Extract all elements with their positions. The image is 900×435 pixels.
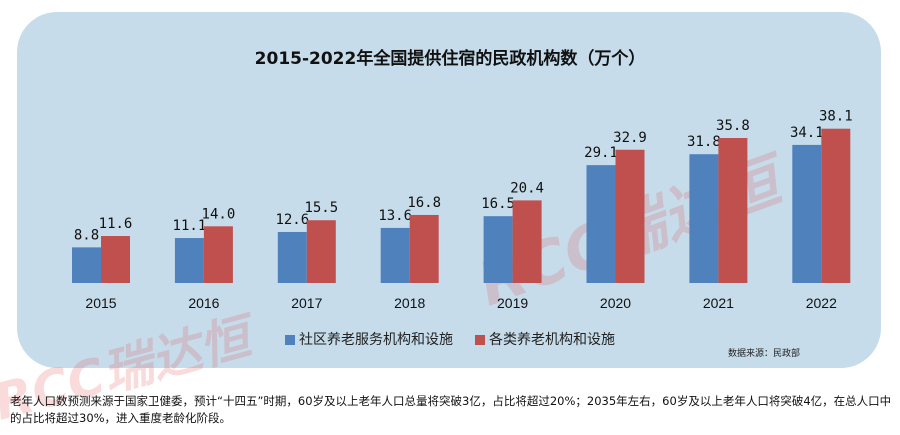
x-tick-label: 2021 <box>703 295 734 311</box>
bar-2017-0 <box>277 231 307 283</box>
chart-title: 2015-2022年全国提供住宿的民政机构数（万个） <box>254 49 646 69</box>
data-label: 38.1 <box>819 109 853 125</box>
bar-2020-0 <box>586 165 616 283</box>
bar-2016-0 <box>174 238 204 283</box>
bar-2019-1 <box>512 200 542 283</box>
legend-label: 社区养老服务机构和设施 <box>299 332 453 348</box>
bar-2015-0 <box>72 247 101 283</box>
data-label: 14.0 <box>202 206 236 222</box>
data-label: 8.8 <box>74 227 99 243</box>
legend-item-0: 社区养老服务机构和设施 <box>285 329 453 349</box>
footnote: 老年人口数预测来源于国家卫健委，预计“十四五”时期，60岁及以上老年人口总量将突… <box>10 394 892 425</box>
bar-2019-0 <box>483 216 513 283</box>
source-label: 数据来源：民政部 <box>728 349 801 359</box>
legend: 社区养老服务机构和设施 各类养老机构和设施 <box>0 329 900 349</box>
bar-2018-0 <box>380 227 410 283</box>
legend-swatch <box>285 335 295 345</box>
bar-2022-1 <box>821 128 851 283</box>
x-tick-label: 2015 <box>85 295 116 311</box>
bar-2022-0 <box>792 144 822 283</box>
data-label: 16.5 <box>481 196 515 212</box>
bar-2016-1 <box>203 226 233 283</box>
bar-2021-1 <box>718 138 748 283</box>
legend-swatch <box>475 335 485 345</box>
x-tick-label: 2022 <box>806 295 837 311</box>
data-label: 31.8 <box>687 134 721 150</box>
data-label: 32.9 <box>613 130 647 146</box>
data-label: 13.6 <box>378 208 412 224</box>
data-label: 29.1 <box>584 145 618 161</box>
bar-2017-1 <box>306 220 336 283</box>
data-label: 15.5 <box>304 200 338 216</box>
data-label: 34.1 <box>790 125 824 141</box>
data-label: 16.8 <box>407 195 441 211</box>
x-tick-label: 2018 <box>394 295 425 311</box>
bar-2020-1 <box>615 149 645 283</box>
data-label: 20.4 <box>510 180 544 196</box>
bar-2021-0 <box>689 154 719 283</box>
x-tick-label: 2016 <box>188 295 219 311</box>
bar-2018-1 <box>409 214 439 283</box>
legend-item-1: 各类养老机构和设施 <box>475 329 615 349</box>
data-label: 11.6 <box>99 216 133 232</box>
bar-2015-1 <box>101 236 130 283</box>
data-label: 35.8 <box>716 118 750 134</box>
x-tick-label: 2017 <box>291 295 322 311</box>
legend-label: 各类养老机构和设施 <box>489 332 615 348</box>
data-label: 11.1 <box>173 218 207 234</box>
x-tick-label: 2019 <box>497 295 528 311</box>
data-label: 12.6 <box>275 212 309 228</box>
x-tick-label: 2020 <box>600 295 631 311</box>
